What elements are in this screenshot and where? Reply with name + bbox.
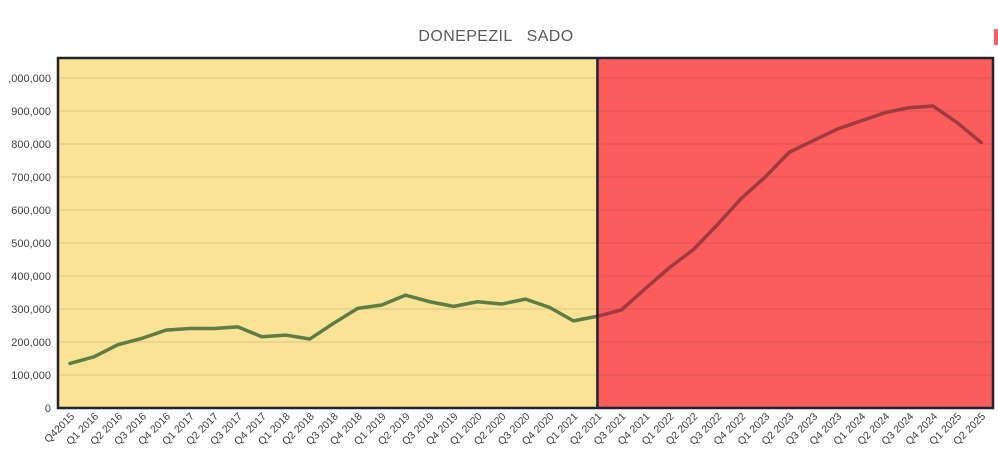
plot-border — [56, 56, 995, 410]
pre-region — [58, 58, 598, 408]
y-tick-label: 600,000 — [11, 205, 51, 217]
scrollbar-fragment — [994, 29, 998, 45]
y-tick-label: 800,000 — [11, 139, 51, 151]
y-tick-label: 900,000 — [11, 106, 51, 118]
chart-title: DONEPEZIL SADO — [418, 28, 574, 45]
y-tick-label: 400,000 — [11, 271, 51, 283]
y-tick-label: 0 — [45, 403, 51, 415]
y-tick-label: 100,000 — [11, 370, 51, 382]
y-tick-label: 300,000 — [11, 304, 51, 316]
y-tick-label: 700,000 — [11, 172, 51, 184]
y-tick-label: ,000,000 — [8, 73, 51, 85]
post-period-line — [595, 104, 983, 319]
y-tick-label: 200,000 — [11, 337, 51, 349]
y-tick-label: 500,000 — [11, 238, 51, 250]
post-region — [597, 58, 993, 408]
pre-period-line — [68, 293, 600, 366]
